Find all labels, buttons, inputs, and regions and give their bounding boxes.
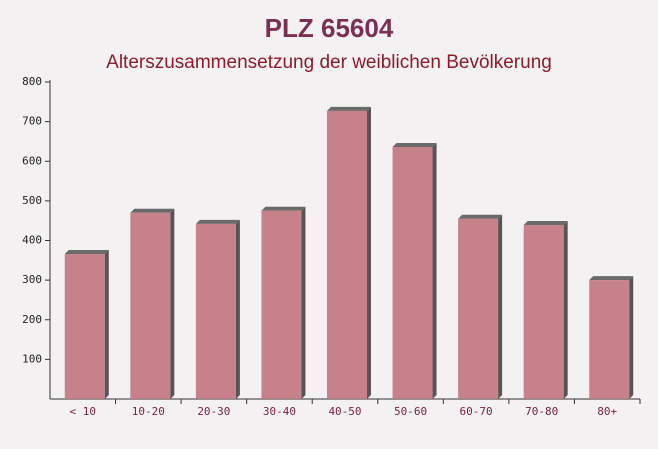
x-tick-label: 10-20	[132, 405, 165, 418]
bar	[523, 225, 564, 399]
bar-top	[327, 106, 371, 111]
bar-top	[64, 249, 109, 254]
x-tick-label: 80+	[597, 405, 617, 418]
bar	[392, 146, 433, 399]
chart-subtitle: Alterszusammensetzung der weiblichen Bev…	[106, 52, 552, 73]
x-tick-label: 40-50	[328, 405, 361, 418]
y-tick-label: 700	[22, 115, 42, 128]
x-tick-label: 30-40	[263, 405, 296, 418]
bar-shadow	[104, 249, 109, 399]
y-tick-label: 600	[22, 154, 42, 167]
y-tick-label: 100	[22, 352, 42, 365]
chart-title: PLZ 65604	[265, 13, 394, 43]
bar	[130, 212, 171, 399]
y-tick-label: 800	[22, 75, 42, 88]
x-tick-label: 70-80	[525, 405, 558, 418]
bar-shadow	[170, 208, 175, 399]
bar	[261, 210, 302, 399]
bar	[458, 218, 499, 399]
y-tick-label: 500	[22, 194, 42, 207]
x-tick-label: < 10	[70, 405, 97, 418]
bar-top	[130, 208, 175, 213]
bar	[195, 223, 236, 399]
x-tick-label: 50-60	[394, 405, 427, 418]
bar-shadow	[629, 276, 634, 399]
bar-top	[458, 214, 503, 219]
bar-top	[392, 142, 437, 147]
y-tick-label: 300	[22, 273, 42, 286]
bar-shadow	[432, 142, 437, 400]
bar-top	[589, 276, 634, 281]
x-tick-label: 60-70	[460, 405, 493, 418]
bar-top	[261, 206, 306, 211]
bar-top	[523, 221, 568, 226]
bar	[64, 253, 105, 399]
bar-shadow	[301, 206, 306, 399]
bar-shadow	[367, 106, 371, 400]
bar-top	[195, 219, 240, 224]
bar-shadow	[235, 219, 240, 399]
bar	[327, 110, 367, 400]
bar-shadow	[563, 221, 568, 399]
x-tick-label: 20-30	[197, 405, 230, 418]
bar	[589, 280, 630, 399]
bar-shadow	[498, 214, 503, 399]
y-tick-label: 400	[22, 234, 42, 247]
y-tick-label: 200	[22, 313, 42, 326]
